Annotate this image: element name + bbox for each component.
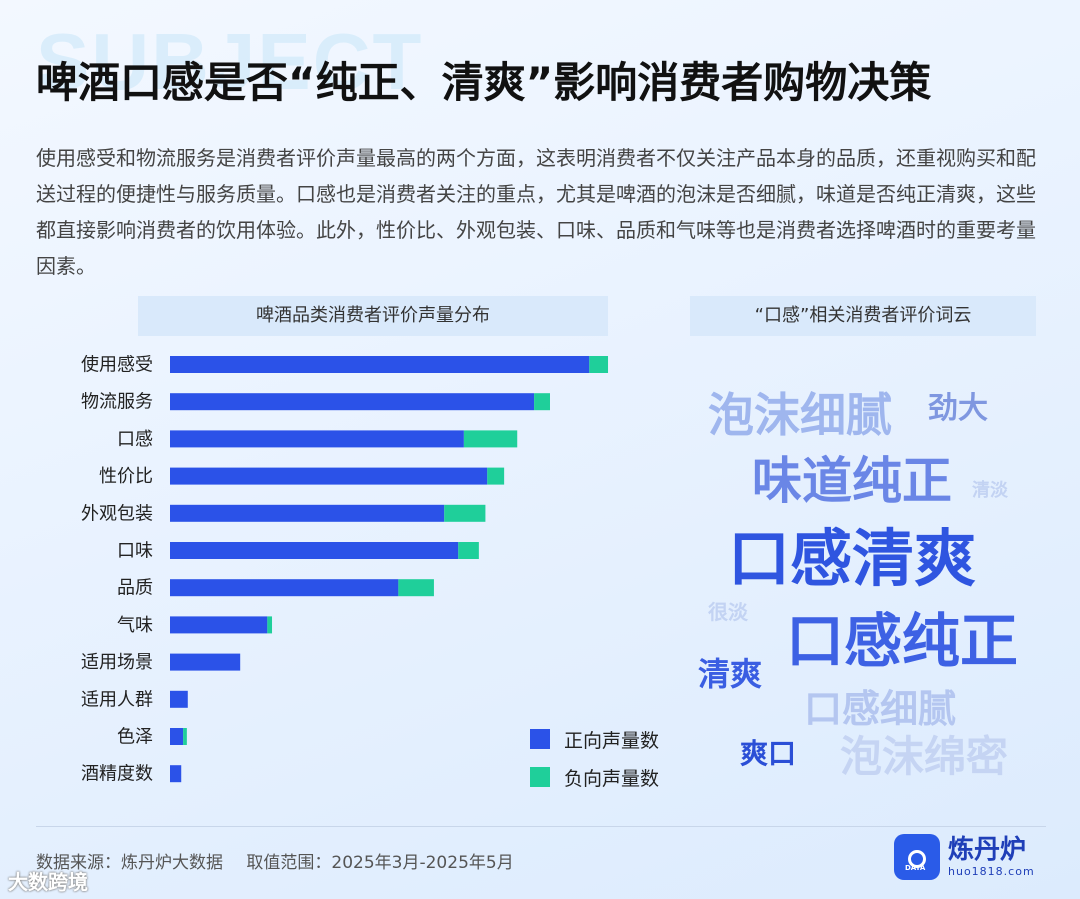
bar-positive <box>170 690 188 708</box>
chart-panel-title: 啤酒品类消费者评价声量分布 <box>138 296 608 336</box>
category-label: 气味 <box>117 615 153 636</box>
brand-name: 炼丹炉 <box>948 835 1027 866</box>
bar-positive <box>170 504 445 522</box>
category-label: 适用场景 <box>81 652 153 673</box>
word-cloud: 泡沫细腻 劲大 味道纯正 清淡 口感清爽 很淡 口感纯正 清爽 口感细腻 爽口 … <box>690 350 1050 800</box>
legend-swatch-positive <box>530 729 550 749</box>
category-label: 酒精度数 <box>81 764 153 785</box>
legend-label-negative: 负向声量数 <box>564 767 660 790</box>
category-label: 性价比 <box>99 466 153 487</box>
bar-negative <box>463 430 518 448</box>
bar-positive <box>170 430 464 448</box>
brand-url: huo1818.com <box>948 864 1035 878</box>
data-range: 取值范围：2025年3月-2025年5月 <box>246 853 514 873</box>
intro-paragraph: 使用感受和物流服务是消费者评价声量最高的两个方面，这表明消费者不仅关注产品本身的… <box>36 146 1036 278</box>
cloud-word: 口感纯正 <box>786 607 1019 675</box>
bar-negative <box>458 542 479 559</box>
category-label: 品质 <box>117 578 153 599</box>
bar-positive <box>170 356 590 373</box>
data-source: 数据来源：炼丹炉大数据 <box>36 853 223 873</box>
cloud-word: 味道纯正 <box>752 452 952 510</box>
cloud-word: 清爽 <box>698 655 763 693</box>
legend-swatch-negative <box>530 767 550 787</box>
cloud-word: 劲大 <box>928 391 988 426</box>
category-label: 色泽 <box>117 727 153 748</box>
bar-negative <box>183 728 187 745</box>
watermark: 大数跨境 <box>8 870 88 894</box>
bar-positive <box>170 393 535 411</box>
cloud-word: 很淡 <box>708 600 748 624</box>
category-label: 口感 <box>117 429 153 450</box>
bar-positive <box>170 765 182 783</box>
bar-positive <box>170 542 459 559</box>
footer-source: 数据来源：炼丹炉大数据 取值范围：2025年3月-2025年5月 <box>36 848 514 873</box>
footer-divider <box>36 826 1046 827</box>
bar-negative <box>444 504 486 522</box>
page-title: 啤酒口感是否“纯正、清爽”影响消费者购物决策 <box>36 58 932 107</box>
cloud-word: 泡沫细腻 <box>708 388 892 442</box>
category-label: 物流服务 <box>81 392 153 413</box>
cloud-word: 口感清爽 <box>728 522 977 595</box>
cloud-word: 口感细腻 <box>804 687 957 731</box>
bar-negative <box>267 616 273 634</box>
brand-logo: DATA 炼丹炉 huo1818.com <box>894 834 1035 880</box>
chart-legend: 正向声量数 负向声量数 <box>530 724 659 800</box>
cloud-word: 泡沫绵密 <box>840 732 1009 781</box>
brand-icon-label: DATA <box>905 864 926 872</box>
bar-negative <box>589 356 609 373</box>
brand-icon: DATA <box>894 834 940 880</box>
cloud-panel-title: “口感”相关消费者评价词云 <box>690 296 1036 336</box>
legend-item-negative: 负向声量数 <box>530 762 659 792</box>
category-label: 适用人群 <box>81 689 153 710</box>
cloud-word: 清淡 <box>972 480 1008 501</box>
cloud-word: 爽口 <box>740 737 797 770</box>
category-label: 外观包装 <box>81 503 153 524</box>
bar-positive <box>170 653 241 671</box>
bar-positive <box>170 616 268 634</box>
bar-positive <box>170 467 488 485</box>
bar-positive <box>170 579 399 597</box>
bar-negative <box>398 579 434 597</box>
legend-item-positive: 正向声量数 <box>530 724 659 754</box>
bar-positive <box>170 728 184 745</box>
category-label: 口味 <box>117 541 153 562</box>
legend-label-positive: 正向声量数 <box>564 729 660 752</box>
category-label: 使用感受 <box>81 355 153 376</box>
bar-negative <box>534 393 550 411</box>
background-word: SUBJECT <box>36 17 424 106</box>
bar-negative <box>487 467 505 485</box>
